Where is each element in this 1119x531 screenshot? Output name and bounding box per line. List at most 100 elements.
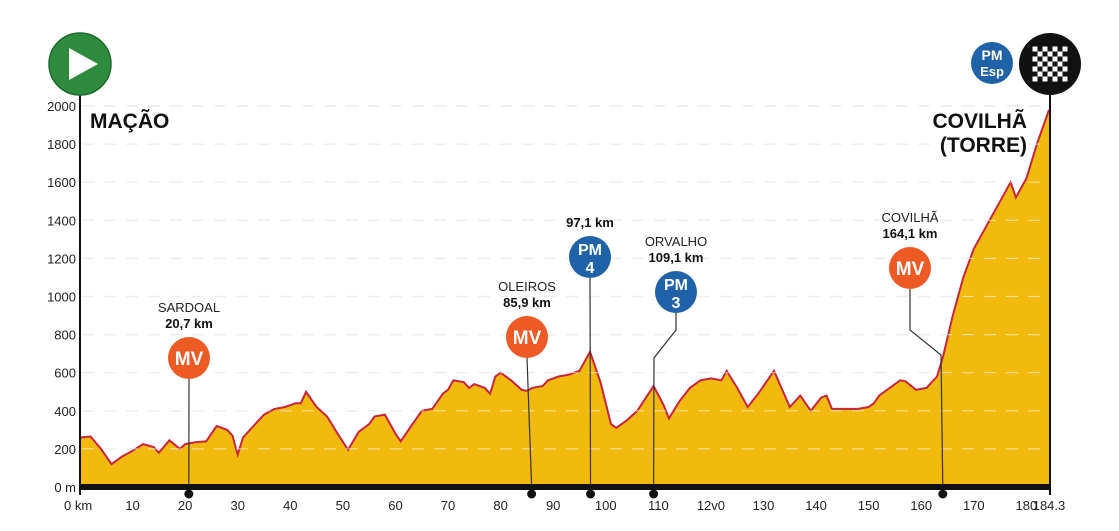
marker-line: [653, 313, 677, 488]
x-axis-labels: 0 km 10 20 30 40 50 60 70 80 90 100 110 12v0 130 140 15…: [64, 498, 1065, 513]
badge-line2: 4: [586, 260, 595, 277]
x-tick-label: 184.3: [1033, 498, 1066, 513]
marker-line: [526, 357, 533, 488]
x-tick-label: 150: [858, 498, 880, 513]
finish-city-sublabel: (TORRE): [940, 134, 1027, 157]
checker-square: [1042, 66, 1048, 72]
x-tick-label: 170: [963, 498, 985, 513]
badge-line2: 3: [672, 295, 681, 312]
y-axis-labels: 0 m 200 400 600 800 1000 1200 1400 1600 1800 2000: [47, 99, 1048, 495]
checker-square: [1057, 76, 1063, 82]
route-marker-pm: PM4 97,1 km: [566, 215, 614, 499]
km-label: 97,1 km: [566, 215, 614, 230]
badge-label: MV: [175, 349, 204, 370]
checker-square: [1037, 56, 1043, 62]
pm-esp-line2: Esp: [980, 64, 1004, 79]
x-tick-label: 180: [1016, 498, 1038, 513]
checker-square: [1057, 71, 1063, 77]
y-tick-label: 2000: [47, 99, 76, 114]
y-tick-label: 200: [54, 442, 76, 457]
checker-square: [1052, 46, 1058, 52]
y-tick-label: 1400: [47, 213, 76, 228]
km-label: 85,9 km: [503, 295, 551, 310]
x-tick-label: 10: [125, 498, 139, 513]
elevation-line: [79, 109, 1050, 466]
x-tick-label: 0 km: [64, 498, 92, 513]
y-tick-label: 1600: [47, 175, 76, 190]
pm-esp-badge: PM Esp: [971, 42, 1013, 84]
pm-climb-icon: [569, 236, 611, 278]
checker-square: [1057, 46, 1063, 52]
x-tick-label: 140: [805, 498, 827, 513]
place-label: ORVALHO: [645, 234, 707, 249]
baseline-bar: [80, 484, 1050, 490]
x-tick-label: 30: [230, 498, 244, 513]
x-tick-label: 80: [493, 498, 507, 513]
elevation-area: [80, 109, 1049, 488]
checker-square: [1042, 76, 1048, 82]
km-label: 20,7 km: [165, 316, 213, 331]
y-tick-label: 600: [54, 366, 76, 381]
pm-climb-icon: [655, 271, 697, 313]
checker-square: [1062, 56, 1068, 62]
x-tick-label: 90: [546, 498, 560, 513]
checker-square: [1052, 66, 1058, 72]
x-tick-label: 40: [283, 498, 297, 513]
checker-square: [1042, 61, 1048, 67]
checker-square: [1062, 51, 1068, 57]
checker-square: [1032, 56, 1038, 62]
checker-square: [1047, 66, 1053, 72]
y-tick-label: 1200: [47, 251, 76, 266]
checker-square: [1037, 51, 1043, 57]
start-city-label: MAÇÃO: [90, 110, 169, 133]
finish-city-label: COVILHÃ: [933, 110, 1028, 133]
checker-square: [1037, 66, 1043, 72]
x-tick-label: 100: [595, 498, 617, 513]
checker-square: [1057, 56, 1063, 62]
checker-square: [1042, 46, 1048, 52]
x-tick-label: 160: [910, 498, 932, 513]
checker-square: [1047, 46, 1053, 52]
km-dot: [184, 489, 194, 499]
place-label: SARDOAL: [158, 300, 220, 315]
x-tick-label: 20: [178, 498, 192, 513]
mv-sprint-icon: [889, 247, 931, 289]
y-tick-label: 0 m: [54, 480, 76, 495]
checker-square: [1047, 71, 1053, 77]
checker-square: [1047, 61, 1053, 67]
y-tick-label: 400: [54, 404, 76, 419]
marker-line: [909, 289, 944, 488]
place-label: OLEIROS: [498, 279, 556, 294]
pm-esp-line1: PM: [982, 47, 1003, 63]
checker-square: [1037, 71, 1043, 77]
checkered-flag-icon: [1032, 46, 1068, 82]
x-tick-label: 70: [441, 498, 455, 513]
checker-square: [1032, 71, 1038, 77]
checker-square: [1052, 56, 1058, 62]
checker-square: [1047, 51, 1053, 57]
finish-marker: [1019, 33, 1081, 95]
checker-square: [1047, 56, 1053, 62]
checker-square: [1052, 51, 1058, 57]
y-tick-label: 800: [54, 328, 76, 343]
pm-esp-icon: [971, 42, 1013, 84]
checker-square: [1042, 51, 1048, 57]
x-tick-label: 110: [648, 498, 669, 513]
km-dot: [586, 489, 596, 499]
checker-square: [1062, 61, 1068, 67]
km-label: 164,1 km: [883, 226, 938, 241]
place-label: COVILHÃ: [881, 210, 938, 225]
y-tick-label: 1800: [47, 137, 76, 152]
checker-square: [1047, 76, 1053, 82]
badge-line1: PM: [578, 242, 602, 259]
y-tick-label: 1000: [47, 290, 76, 305]
x-tick-label: 50: [336, 498, 350, 513]
checker-square: [1042, 56, 1048, 62]
marker-line: [589, 277, 592, 488]
checker-square: [1062, 76, 1068, 82]
checker-square: [1062, 71, 1068, 77]
checker-square: [1057, 61, 1063, 67]
